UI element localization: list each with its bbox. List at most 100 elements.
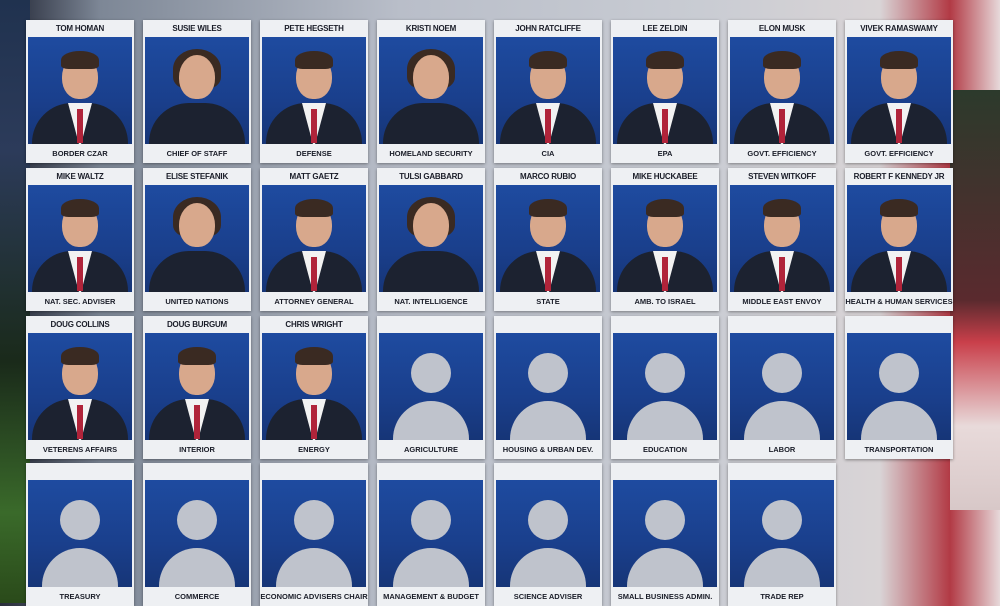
position-label: COMMERCE <box>174 592 220 601</box>
nominee-card: DOUG COLLINS VETERENS AFFAIRS <box>26 316 134 459</box>
vacant-card: HOUSING & URBAN DEV. <box>494 316 602 459</box>
nominee-name: ELON MUSK <box>758 24 806 33</box>
portrait-tie <box>311 405 317 439</box>
nominee-photo <box>496 185 600 292</box>
nominee-name: MIKE HUCKABEE <box>632 172 698 181</box>
nominee-photo <box>145 185 249 292</box>
person-placeholder-icon <box>379 480 483 587</box>
background-flag-right <box>950 90 1000 510</box>
nominee-card: ROBERT F KENNEDY JR HEALTH & HUMAN SERVIC… <box>845 168 953 311</box>
vacant-card: TREASURY <box>26 463 134 606</box>
placeholder-head <box>294 500 334 540</box>
portrait-head <box>413 203 449 247</box>
portrait-tie <box>779 257 785 291</box>
nominee-name <box>845 316 953 333</box>
position-label: CHIEF OF STAFF <box>166 149 228 158</box>
portrait-tie <box>896 109 902 143</box>
person-placeholder-icon <box>613 333 717 440</box>
nominee-photo <box>730 37 834 144</box>
position-label: MANAGEMENT & BUDGET <box>383 592 479 601</box>
person-placeholder-icon <box>847 333 951 440</box>
position-label: GOVT. EFFICIENCY <box>864 149 934 158</box>
portrait-tie <box>311 257 317 291</box>
nominee-name: TOM HOMAN <box>55 24 105 33</box>
position-label: GOVT. EFFICIENCY <box>747 149 817 158</box>
placeholder-body <box>744 548 820 587</box>
nominee-photo <box>262 333 366 440</box>
position-label: AGRICULTURE <box>403 445 459 454</box>
vacant-card: TRANSPORTATION <box>845 316 953 459</box>
nominee-name: STEVEN WITKOFF <box>748 172 816 181</box>
portrait-body <box>149 103 245 144</box>
position-label: ATTORNEY GENERAL <box>274 297 354 306</box>
nominee-name: MATT GAETZ <box>289 172 339 181</box>
portrait-hair <box>529 199 567 217</box>
portrait-hair <box>61 347 99 365</box>
nominee-photo <box>613 185 717 292</box>
vacant-card: EDUCATION <box>611 316 719 459</box>
nominee-photo <box>613 37 717 144</box>
placeholder-head <box>645 353 685 393</box>
vacant-card: ECONOMIC ADVISERS CHAIR <box>260 463 368 606</box>
placeholder-head <box>528 500 568 540</box>
nominee-card: STEVEN WITKOFF MIDDLE EAST ENVOY <box>728 168 836 311</box>
portrait-hair <box>295 347 333 365</box>
vacant-card: COMMERCE <box>143 463 251 606</box>
nominee-photo <box>496 37 600 144</box>
portrait-tie <box>545 109 551 143</box>
placeholder-body <box>627 401 703 440</box>
portrait-tie <box>311 109 317 143</box>
placeholder-head <box>411 500 451 540</box>
nominee-name: JOHN RATCLIFFE <box>515 24 581 33</box>
portrait-hair <box>529 51 567 69</box>
portrait-body <box>383 251 479 292</box>
nominee-name: ELISE STEFANIK <box>165 172 229 181</box>
placeholder-head <box>528 353 568 393</box>
nominee-card: CHRIS WRIGHT ENERGY <box>260 316 368 459</box>
position-label: EPA <box>657 149 673 158</box>
portrait-hair <box>295 199 333 217</box>
position-label: HOMELAND SECURITY <box>389 149 473 158</box>
person-placeholder-icon <box>613 480 717 587</box>
position-label: SCIENCE ADVISER <box>513 592 583 601</box>
nominee-card: TOM HOMAN BORDER CZAR <box>26 20 134 163</box>
placeholder-body <box>627 548 703 587</box>
nominee-photo <box>730 185 834 292</box>
portrait-hair <box>646 199 684 217</box>
vacant-card: MANAGEMENT & BUDGET <box>377 463 485 606</box>
placeholder-body <box>510 401 586 440</box>
position-label: MIDDLE EAST ENVOY <box>742 297 822 306</box>
position-label: ENERGY <box>298 445 330 454</box>
nominee-name: DOUG BURGUM <box>166 320 228 329</box>
portrait-hair <box>763 51 801 69</box>
placeholder-head <box>60 500 100 540</box>
nominee-photo <box>262 185 366 292</box>
person-placeholder-icon <box>262 480 366 587</box>
nominee-card: MIKE WALTZ NAT. SEC. ADVISER <box>26 168 134 311</box>
portrait-head <box>179 55 215 99</box>
position-label: UNITED NATIONS <box>165 297 229 306</box>
portrait-tie <box>545 257 551 291</box>
placeholder-body <box>744 401 820 440</box>
portrait-hair <box>880 51 918 69</box>
nominee-name: PETE HEGSETH <box>284 24 344 33</box>
nominee-card: MATT GAETZ ATTORNEY GENERAL <box>260 168 368 311</box>
position-label: VETERENS AFFAIRS <box>42 445 118 454</box>
nominee-card: PETE HEGSETH DEFENSE <box>260 20 368 163</box>
placeholder-head <box>411 353 451 393</box>
nominee-card: DOUG BURGUM INTERIOR <box>143 316 251 459</box>
position-label: DEFENSE <box>296 149 332 158</box>
person-placeholder-icon <box>28 480 132 587</box>
placeholder-head <box>177 500 217 540</box>
nominee-name <box>494 316 602 333</box>
position-label: HEALTH & HUMAN SERVICES <box>845 297 953 306</box>
nominee-name: LEE ZELDIN <box>642 24 688 33</box>
nominee-name <box>611 316 719 333</box>
nominee-photo <box>847 185 951 292</box>
nominee-name: SUSIE WILES <box>172 24 222 33</box>
placeholder-head <box>645 500 685 540</box>
portrait-tie <box>896 257 902 291</box>
nominee-name: CHRIS WRIGHT <box>285 320 343 329</box>
portrait-body <box>149 251 245 292</box>
person-placeholder-icon <box>379 333 483 440</box>
